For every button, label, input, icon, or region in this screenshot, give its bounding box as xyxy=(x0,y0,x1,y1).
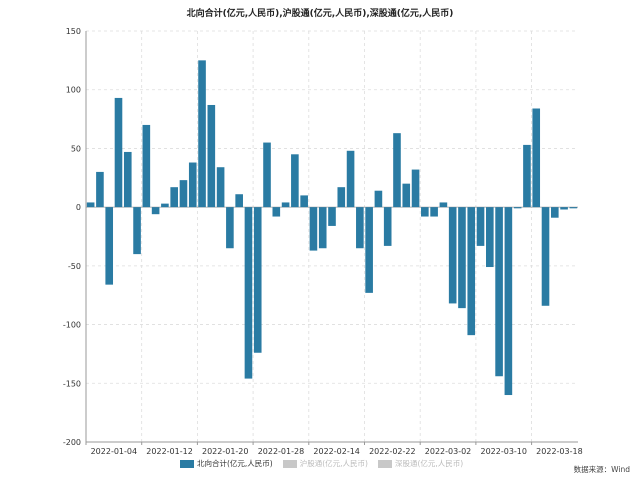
bar xyxy=(161,203,169,208)
bar xyxy=(337,187,346,208)
x-tick-label: 2022-02-22 xyxy=(369,447,416,456)
legend-item-shenzhen-connect[interactable]: 深股通(亿元,人民币) xyxy=(378,458,463,469)
bar xyxy=(411,169,420,208)
chart-title: 北向合计(亿元,人民币),沪股通(亿元,人民币),深股通(亿元,人民币) xyxy=(186,9,454,19)
bar xyxy=(96,171,104,208)
bar xyxy=(393,133,401,208)
bar xyxy=(114,97,123,208)
bar xyxy=(383,207,392,246)
bar xyxy=(263,142,271,208)
bar xyxy=(105,207,114,285)
bar xyxy=(170,187,178,208)
bar xyxy=(272,207,281,217)
legend-item-northbound[interactable]: 北向合计(亿元,人民币) xyxy=(180,458,273,469)
bar xyxy=(550,207,559,218)
bar xyxy=(513,207,522,209)
bar xyxy=(123,151,132,208)
bar xyxy=(504,207,513,396)
bar xyxy=(179,180,188,208)
bar xyxy=(226,207,234,249)
y-tick-label: -100 xyxy=(63,321,81,330)
bar xyxy=(439,202,448,208)
bar xyxy=(318,207,327,249)
x-tick-label: 2022-01-12 xyxy=(146,447,193,456)
bar xyxy=(541,207,550,306)
bar xyxy=(476,207,485,246)
bar xyxy=(198,60,206,208)
y-tick-label: -150 xyxy=(63,379,81,388)
bar xyxy=(142,124,151,208)
bar xyxy=(281,202,290,208)
bar xyxy=(207,104,216,208)
legend-label-shanghai-connect: 沪股通(亿元,人民币) xyxy=(299,459,368,468)
bar xyxy=(486,207,494,268)
bar xyxy=(151,207,160,215)
x-tick-label: 2022-01-20 xyxy=(202,447,249,456)
bar xyxy=(300,195,308,208)
bar xyxy=(216,167,225,208)
bar xyxy=(421,207,429,217)
bar xyxy=(188,162,197,208)
bar xyxy=(523,144,531,208)
bar xyxy=(346,150,355,208)
grid-lines xyxy=(86,30,578,443)
bar xyxy=(402,183,411,208)
x-tick-label: 2022-03-10 xyxy=(480,447,527,456)
x-tick-label: 2022-03-02 xyxy=(425,447,472,456)
bar xyxy=(133,207,141,255)
y-tick-label: -200 xyxy=(63,438,81,447)
bar xyxy=(532,108,541,208)
legend: 北向合计(亿元,人民币) 沪股通(亿元,人民币) 深股通(亿元,人民币) xyxy=(180,458,463,469)
bar xyxy=(467,207,476,336)
bar xyxy=(309,207,318,251)
bar xyxy=(430,207,438,217)
legend-label-northbound: 北向合计(亿元,人民币) xyxy=(197,459,273,468)
tick-labels: 150 100 50 0 -50 -100 -150 -200 2022-01-04 2022-0… xyxy=(63,27,583,456)
x-tick-label: 2022-03-18 xyxy=(536,447,583,456)
bar xyxy=(458,207,466,309)
y-tick-label: 150 xyxy=(66,27,81,36)
y-tick-label: 0 xyxy=(76,203,81,212)
bar xyxy=(365,207,373,293)
y-tick-label: 50 xyxy=(71,144,81,153)
legend-label-shenzhen-connect: 深股通(亿元,人民币) xyxy=(395,459,464,468)
bar xyxy=(374,190,383,208)
legend-swatch-shenzhen-connect xyxy=(378,459,392,468)
legend-swatch-shanghai-connect xyxy=(282,459,297,468)
legend-swatch-northbound xyxy=(180,459,194,468)
bar xyxy=(328,207,336,226)
y-tick-label: -50 xyxy=(68,262,81,271)
bar xyxy=(244,207,253,379)
bar xyxy=(495,207,503,377)
bar xyxy=(235,194,243,208)
bar xyxy=(86,202,95,208)
x-tick-label: 2022-01-04 xyxy=(91,447,138,456)
x-tick-label: 2022-02-14 xyxy=(313,447,360,456)
y-tick-label: 100 xyxy=(66,86,81,95)
bars xyxy=(86,60,578,396)
source-note: 数据来源：Wind xyxy=(573,465,630,474)
bar xyxy=(253,207,262,353)
bar xyxy=(291,154,299,208)
bar xyxy=(448,207,457,304)
bar xyxy=(560,207,568,210)
bar xyxy=(356,207,364,249)
legend-item-shanghai-connect[interactable]: 沪股通(亿元,人民币) xyxy=(282,458,368,469)
bar xyxy=(569,207,578,209)
x-tick-label: 2022-01-28 xyxy=(258,447,305,456)
